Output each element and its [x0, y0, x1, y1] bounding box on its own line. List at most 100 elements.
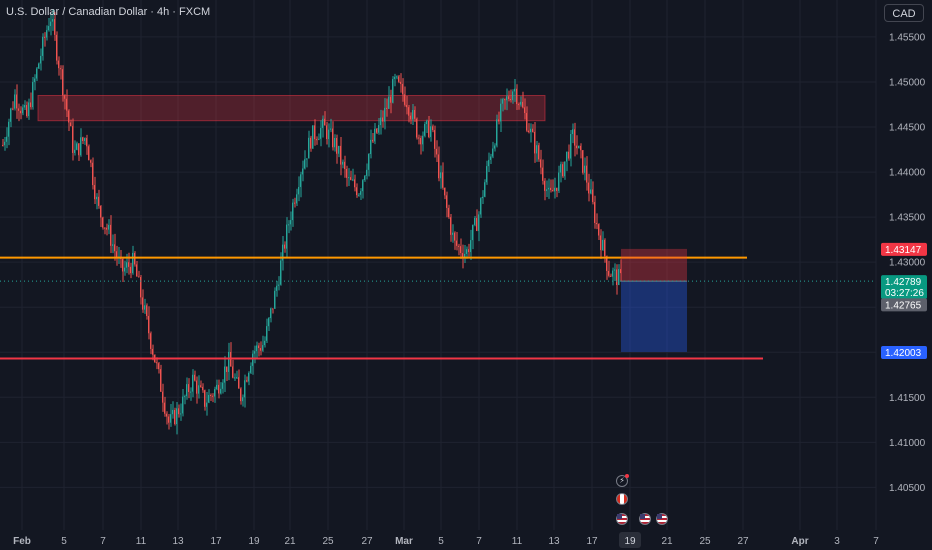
candle — [268, 318, 270, 327]
candle — [458, 245, 460, 247]
canada-event-icon[interactable] — [616, 493, 628, 505]
candle — [426, 120, 428, 125]
candle — [40, 55, 42, 64]
candle — [156, 362, 158, 364]
candle — [384, 107, 386, 122]
candle — [52, 19, 54, 22]
candle — [514, 88, 516, 92]
candle — [470, 240, 472, 253]
candle — [276, 285, 278, 291]
candle — [464, 253, 466, 259]
candle — [190, 391, 192, 393]
price-tick-label: 1.45000 — [889, 77, 926, 88]
candle — [478, 214, 480, 231]
currency-button[interactable]: CAD — [884, 4, 924, 22]
us-flag-event-icon[interactable] — [656, 513, 668, 525]
candle — [502, 99, 504, 104]
candle — [558, 172, 560, 191]
candle — [62, 69, 64, 96]
price-tick-label: 1.44500 — [889, 123, 926, 134]
position-stop-zone — [621, 248, 687, 282]
candle — [194, 374, 196, 381]
candle — [108, 224, 110, 230]
candle — [528, 130, 530, 133]
candle — [272, 308, 274, 310]
candle — [256, 345, 258, 352]
candle — [150, 333, 152, 349]
candle — [278, 284, 280, 286]
candle — [530, 128, 532, 133]
candle — [498, 119, 500, 122]
price-tick-label: 1.41500 — [889, 393, 926, 404]
candle — [170, 414, 172, 423]
candle — [428, 120, 430, 137]
candle — [604, 239, 606, 257]
time-tick-label: 5 — [438, 536, 444, 547]
candle — [266, 326, 268, 341]
us-flag-event-icon[interactable] — [639, 513, 651, 525]
candle — [192, 374, 194, 392]
candle — [410, 115, 412, 120]
candle — [246, 380, 248, 382]
candle — [100, 205, 102, 218]
candle — [56, 34, 58, 61]
last-price-tag-text: 03:27:26 — [885, 288, 924, 299]
time-tick-label: Apr — [791, 536, 808, 547]
candle — [606, 256, 608, 271]
candle — [340, 145, 342, 165]
time-tick-label: 7 — [476, 536, 482, 547]
candle — [448, 207, 450, 218]
candle — [78, 143, 80, 156]
candle — [446, 195, 448, 208]
candle — [284, 244, 286, 249]
candle — [22, 107, 24, 114]
candle — [408, 107, 410, 116]
candle — [306, 158, 308, 160]
candle — [124, 267, 126, 272]
candle — [392, 79, 394, 103]
candle — [174, 409, 176, 424]
candle — [238, 377, 240, 389]
candle — [590, 189, 592, 194]
candle — [132, 252, 134, 274]
candle — [116, 251, 118, 259]
candle — [524, 107, 526, 114]
supply-zone — [37, 94, 546, 122]
candle — [372, 139, 374, 142]
candle — [350, 177, 352, 180]
candle — [4, 141, 6, 146]
candle — [504, 99, 506, 101]
candle — [46, 30, 48, 38]
candle — [386, 107, 388, 109]
candle — [178, 408, 180, 415]
candle — [564, 161, 566, 177]
candle — [96, 196, 98, 200]
time-tick-label: Feb — [13, 536, 31, 547]
candle — [180, 413, 182, 415]
candle — [554, 187, 556, 192]
candle — [432, 126, 434, 131]
candle — [318, 138, 320, 140]
candle — [12, 108, 14, 110]
candle — [144, 305, 146, 310]
candle — [236, 377, 238, 379]
candle — [404, 94, 406, 105]
candle — [66, 98, 68, 111]
us-flag-event-icon[interactable] — [616, 513, 628, 525]
candle — [476, 217, 478, 231]
candle — [572, 129, 574, 135]
candle — [328, 129, 330, 140]
candle — [242, 397, 244, 402]
candle — [450, 217, 452, 235]
candle — [102, 217, 104, 228]
candle — [206, 402, 208, 407]
candle — [596, 222, 598, 225]
candle — [422, 135, 424, 145]
candle — [560, 164, 562, 173]
candle — [90, 160, 92, 163]
candle — [466, 249, 468, 254]
candle — [610, 275, 612, 277]
lightning-event-icon[interactable]: ⚡ — [616, 474, 629, 487]
candle — [308, 137, 310, 159]
